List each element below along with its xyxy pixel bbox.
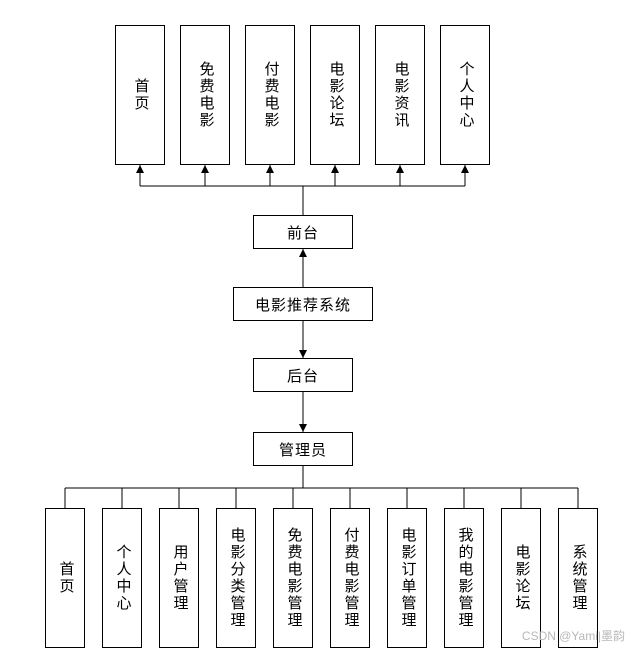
label: 电影论坛	[514, 544, 529, 612]
label: 免费电影	[198, 61, 213, 129]
node-admin-home: 首页	[45, 508, 85, 648]
label: 个人中心	[115, 544, 130, 612]
label: 个人中心	[458, 61, 473, 129]
label: 首页	[58, 561, 73, 595]
label: 管理员	[279, 439, 327, 460]
label: 电影论坛	[328, 61, 343, 129]
label: 付费电影	[263, 61, 278, 129]
node-root: 电影推荐系统	[233, 287, 373, 321]
node-backend: 后台	[253, 358, 353, 392]
node-front-profile: 个人中心	[440, 25, 490, 165]
node-admin-order-mgmt: 电影订单管理	[387, 508, 427, 648]
node-admin-user-mgmt: 用户管理	[159, 508, 199, 648]
label: 系统管理	[571, 544, 586, 612]
node-front-free-movie: 免费电影	[180, 25, 230, 165]
label: 用户管理	[172, 544, 187, 612]
label: 电影分类管理	[229, 527, 244, 629]
node-admin-my-movie-mgmt: 我的电影管理	[444, 508, 484, 648]
label: 后台	[287, 365, 319, 386]
node-front-forum: 电影论坛	[310, 25, 360, 165]
node-admin-category-mgmt: 电影分类管理	[216, 508, 256, 648]
label: 电影订单管理	[400, 527, 415, 629]
node-admin-paid-movie-mgmt: 付费电影管理	[330, 508, 370, 648]
label: 前台	[287, 222, 319, 243]
node-front-news: 电影资讯	[375, 25, 425, 165]
label: 付费电影管理	[343, 527, 358, 629]
label: 电影资讯	[393, 61, 408, 129]
node-admin-profile: 个人中心	[102, 508, 142, 648]
label: 电影推荐系统	[255, 294, 351, 315]
label: 首页	[133, 78, 148, 112]
node-admin-free-movie-mgmt: 免费电影管理	[273, 508, 313, 648]
label: 免费电影管理	[286, 527, 301, 629]
node-admin: 管理员	[253, 432, 353, 466]
label: 我的电影管理	[457, 527, 472, 629]
node-front-home: 首页	[115, 25, 165, 165]
node-frontend: 前台	[253, 215, 353, 249]
node-front-paid-movie: 付费电影	[245, 25, 295, 165]
watermark: CSDN @Yami|墨韵	[522, 627, 625, 644]
